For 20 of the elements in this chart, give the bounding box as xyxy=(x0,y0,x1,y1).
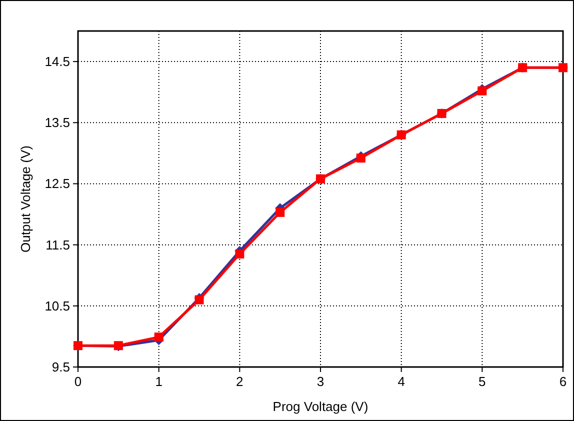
point xyxy=(356,154,366,163)
x-tick-label: 1 xyxy=(155,374,162,389)
point xyxy=(235,249,244,258)
y-tick-label: 14.5 xyxy=(44,54,70,70)
x-tick-label: 3 xyxy=(316,374,324,389)
x-tick-label: 6 xyxy=(559,374,567,389)
point xyxy=(154,332,164,342)
y-tick-label: 10.5 xyxy=(44,298,70,314)
y-axis-title: Output Voltage (V) xyxy=(18,146,33,252)
x-tick-label: 4 xyxy=(398,374,405,389)
point xyxy=(194,295,204,304)
y-tick-label: 13.5 xyxy=(44,115,70,130)
x-tick-label: 5 xyxy=(478,374,486,389)
y-tick-label: 9.5 xyxy=(52,360,70,374)
y-tick-label: 12.5 xyxy=(44,176,70,192)
y-tick-label: 11.5 xyxy=(46,237,70,252)
point xyxy=(276,208,285,217)
x-tick-label: 2 xyxy=(236,374,244,389)
x-axis-title: Prog Voltage (V) xyxy=(272,399,368,414)
x-tick-label: 0 xyxy=(74,374,82,389)
